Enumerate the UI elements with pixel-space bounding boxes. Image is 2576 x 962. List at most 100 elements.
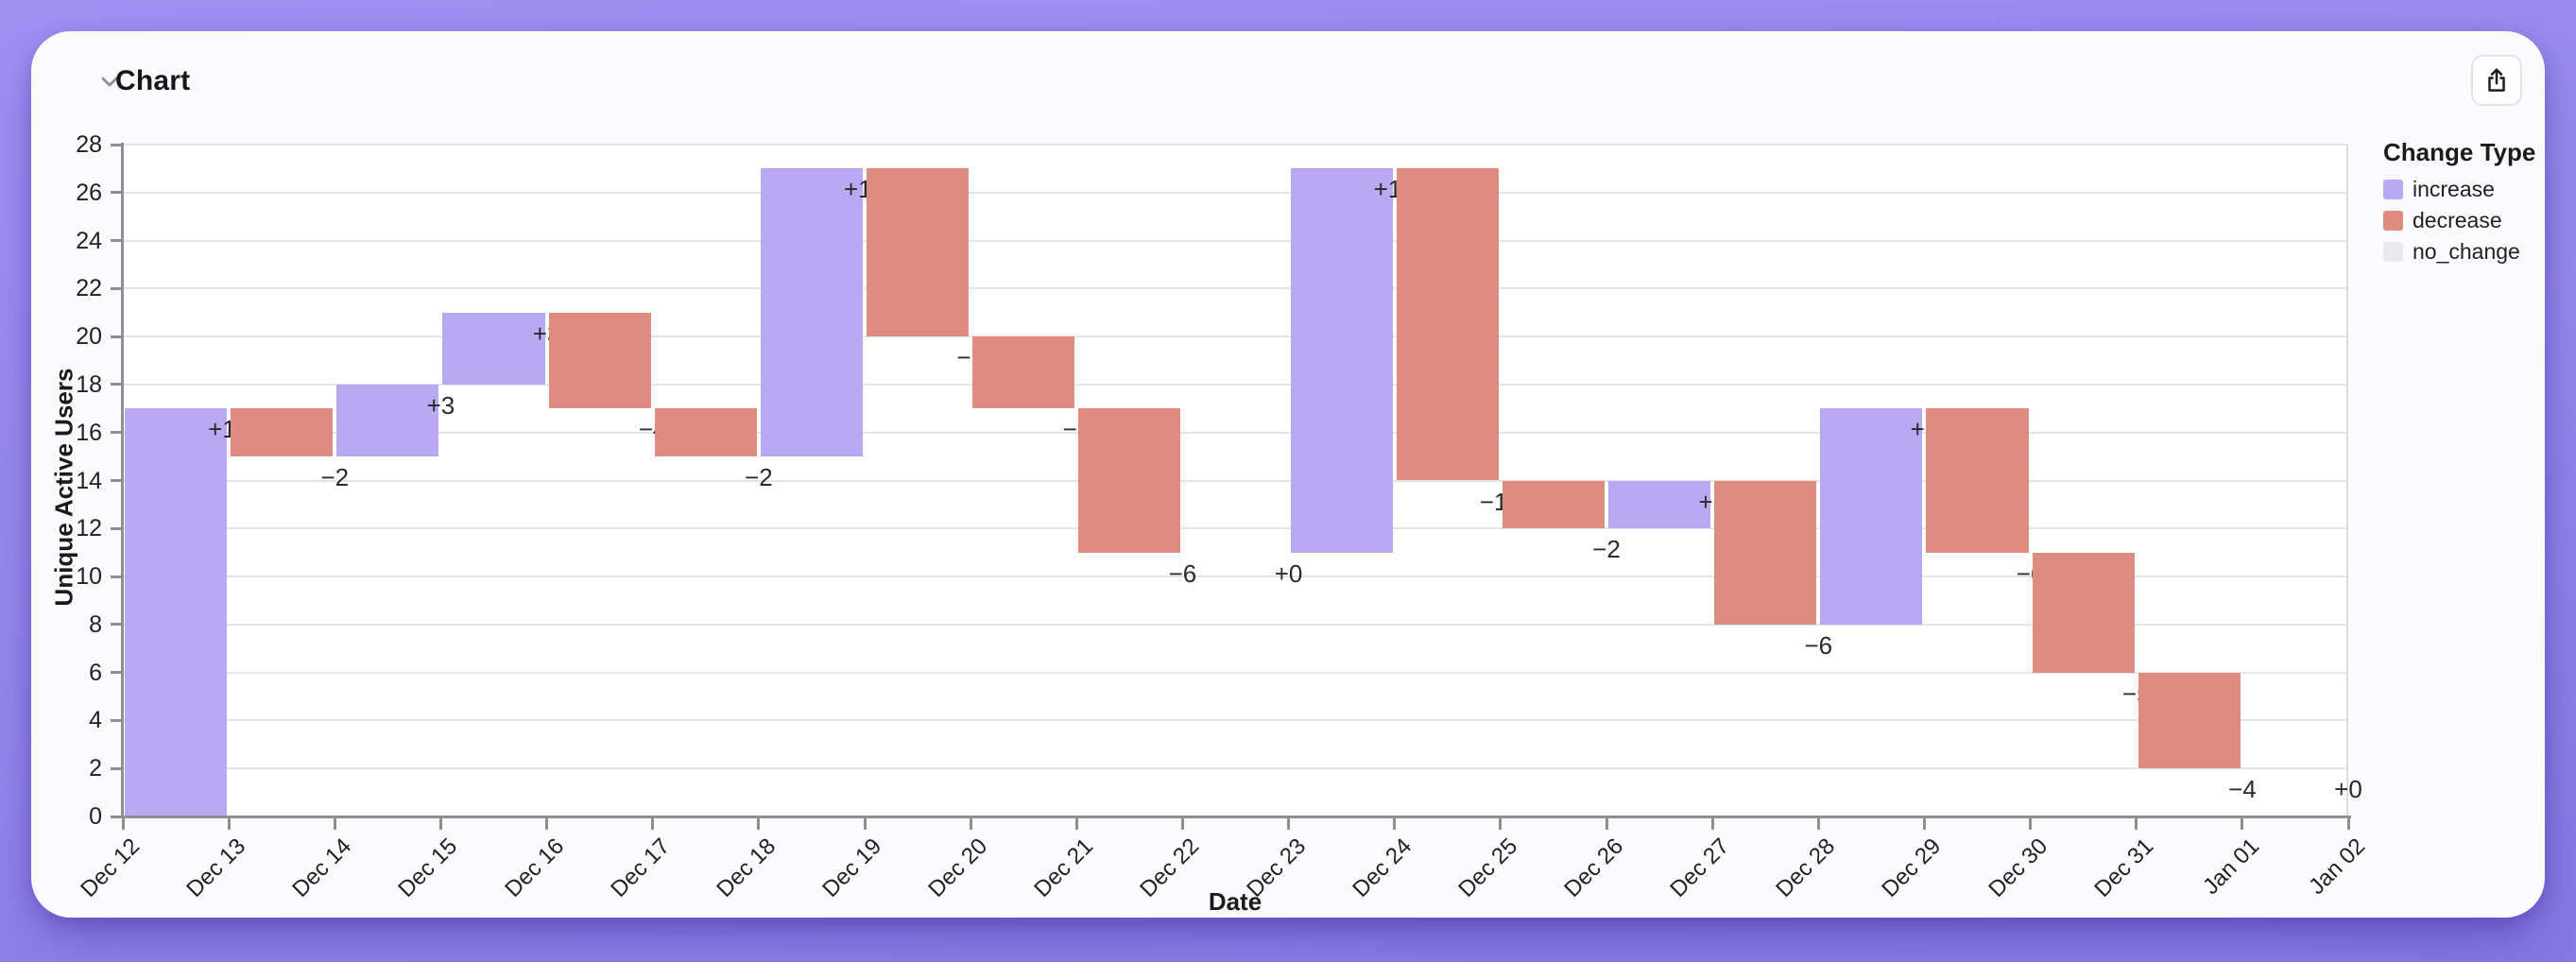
waterfall-bar-dec-31[interactable] <box>2138 672 2241 769</box>
waterfall-bar-dec-19[interactable] <box>867 168 970 337</box>
y-gridline <box>123 575 2348 578</box>
x-tick-label: Dec 17 <box>605 833 675 902</box>
x-tick-label: Dec 14 <box>287 833 357 902</box>
legend-item-no_change[interactable]: no_change <box>2383 239 2535 265</box>
y-tick-label: 26 <box>76 179 102 206</box>
legend: Change Type increase decrease no_change <box>2383 138 2535 270</box>
y-gridline <box>123 527 2348 530</box>
waterfall-bar-dec-28[interactable] <box>1820 408 1923 625</box>
legend-item-label: increase <box>2413 177 2495 201</box>
x-tick-mark <box>1393 818 1397 830</box>
x-tick-mark <box>2241 818 2244 830</box>
y-gridline <box>123 767 2348 770</box>
y-gridline <box>123 671 2348 674</box>
y-tick-label: 12 <box>76 515 102 542</box>
x-tick-mark <box>1710 818 1714 830</box>
waterfall-bar-dec-21[interactable] <box>1078 408 1181 553</box>
y-tick-mark <box>111 671 123 675</box>
waterfall-bar-dec-25[interactable] <box>1502 480 1605 529</box>
y-tick-mark <box>111 718 123 722</box>
y-tick-label: 20 <box>76 323 102 351</box>
x-tick-mark <box>1605 818 1608 830</box>
x-tick-label: Dec 12 <box>76 833 146 902</box>
collapse-chevron-button[interactable] <box>95 67 124 95</box>
legend-items: increase decrease no_change <box>2383 177 2535 265</box>
chart-card: Chart 0 2 4 6 8 10 12 14 16 18 20 22 24 26 28 +17 −2 +3 +3… <box>31 31 2545 918</box>
waterfall-bar-dec-30[interactable] <box>2032 552 2135 673</box>
y-tick-label: 10 <box>76 563 102 591</box>
waterfall-bar-dec-24[interactable] <box>1396 168 1499 481</box>
waterfall-bar-dec-16[interactable] <box>548 312 651 409</box>
legend-title: Change Type <box>2383 138 2536 166</box>
bar-value-label: +3 <box>426 390 455 420</box>
y-tick-mark <box>111 239 123 243</box>
legend-swatch-increase <box>2383 180 2403 199</box>
bar-value-label: +0 <box>2334 775 2362 804</box>
y-tick-label: 24 <box>76 227 102 254</box>
y-axis-title: Unique Active Users <box>49 368 78 607</box>
legend-item-label: no_change <box>2413 239 2520 264</box>
y-gridline <box>123 431 2348 434</box>
y-tick-label: 6 <box>89 659 102 686</box>
x-tick-mark <box>1180 818 1184 830</box>
x-tick-mark <box>651 818 655 830</box>
y-tick-mark <box>111 335 123 338</box>
waterfall-bar-dec-26[interactable] <box>1608 480 1711 529</box>
y-tick-mark <box>111 479 123 482</box>
y-gridline <box>123 335 2348 338</box>
waterfall-bar-dec-14[interactable] <box>336 384 439 457</box>
x-tick-mark <box>2029 818 2033 830</box>
x-tick-label: Dec 31 <box>2088 833 2158 902</box>
bar-value-label: −6 <box>1804 630 1833 660</box>
y-tick-mark <box>111 383 123 387</box>
y-tick-label: 16 <box>76 419 102 446</box>
waterfall-bar-dec-18[interactable] <box>760 168 863 457</box>
y-gridline <box>123 191 2348 194</box>
x-tick-mark <box>227 818 231 830</box>
y-gridline <box>123 719 2348 722</box>
bar-value-label: −2 <box>745 463 773 492</box>
waterfall-bar-dec-20[interactable] <box>972 336 1075 409</box>
bar-value-label: −6 <box>1168 558 1197 588</box>
y-tick-mark <box>111 815 123 818</box>
legend-item-increase[interactable]: increase <box>2383 177 2535 202</box>
x-tick-label: Dec 18 <box>712 833 781 902</box>
legend-item-label: decrease <box>2413 208 2502 232</box>
x-tick-mark <box>757 818 761 830</box>
x-tick-mark <box>2135 818 2138 830</box>
chevron-down-icon <box>101 77 118 87</box>
x-tick-label: Dec 30 <box>1983 833 2052 902</box>
legend-swatch-decrease <box>2383 211 2403 231</box>
x-tick-label: Dec 28 <box>1771 833 1841 902</box>
x-axis-line <box>120 816 2351 818</box>
x-tick-mark <box>1287 818 1291 830</box>
bar-value-label: −2 <box>1592 535 1621 564</box>
y-axis-line <box>121 143 124 818</box>
x-tick-mark <box>969 818 972 830</box>
x-tick-mark <box>545 818 549 830</box>
x-tick-label: Dec 27 <box>1665 833 1735 902</box>
x-tick-label: Dec 13 <box>181 833 251 902</box>
legend-swatch-no_change <box>2383 242 2403 262</box>
waterfall-bar-dec-13[interactable] <box>231 408 334 457</box>
waterfall-bar-dec-29[interactable] <box>1926 408 2029 553</box>
legend-item-decrease[interactable]: decrease <box>2383 208 2535 233</box>
y-gridline <box>123 144 2348 146</box>
waterfall-bar-dec-17[interactable] <box>654 408 757 457</box>
page-title: Chart <box>115 65 191 96</box>
y-tick-label: 22 <box>76 275 102 302</box>
x-tick-label: Jan 02 <box>2304 833 2371 901</box>
y-tick-mark <box>111 623 123 627</box>
x-tick-mark <box>2346 818 2350 830</box>
x-tick-mark <box>438 818 442 830</box>
bar-value-label: −4 <box>2228 775 2257 804</box>
y-tick-mark <box>111 143 123 146</box>
waterfall-bar-dec-15[interactable] <box>442 312 545 385</box>
share-button[interactable] <box>2471 55 2522 106</box>
waterfall-bar-dec-12[interactable] <box>125 408 228 816</box>
share-icon <box>2488 68 2505 92</box>
waterfall-bar-dec-27[interactable] <box>1714 480 1817 625</box>
y-tick-label: 14 <box>76 467 102 494</box>
y-gridline <box>123 239 2348 242</box>
waterfall-bar-dec-23[interactable] <box>1290 168 1393 553</box>
